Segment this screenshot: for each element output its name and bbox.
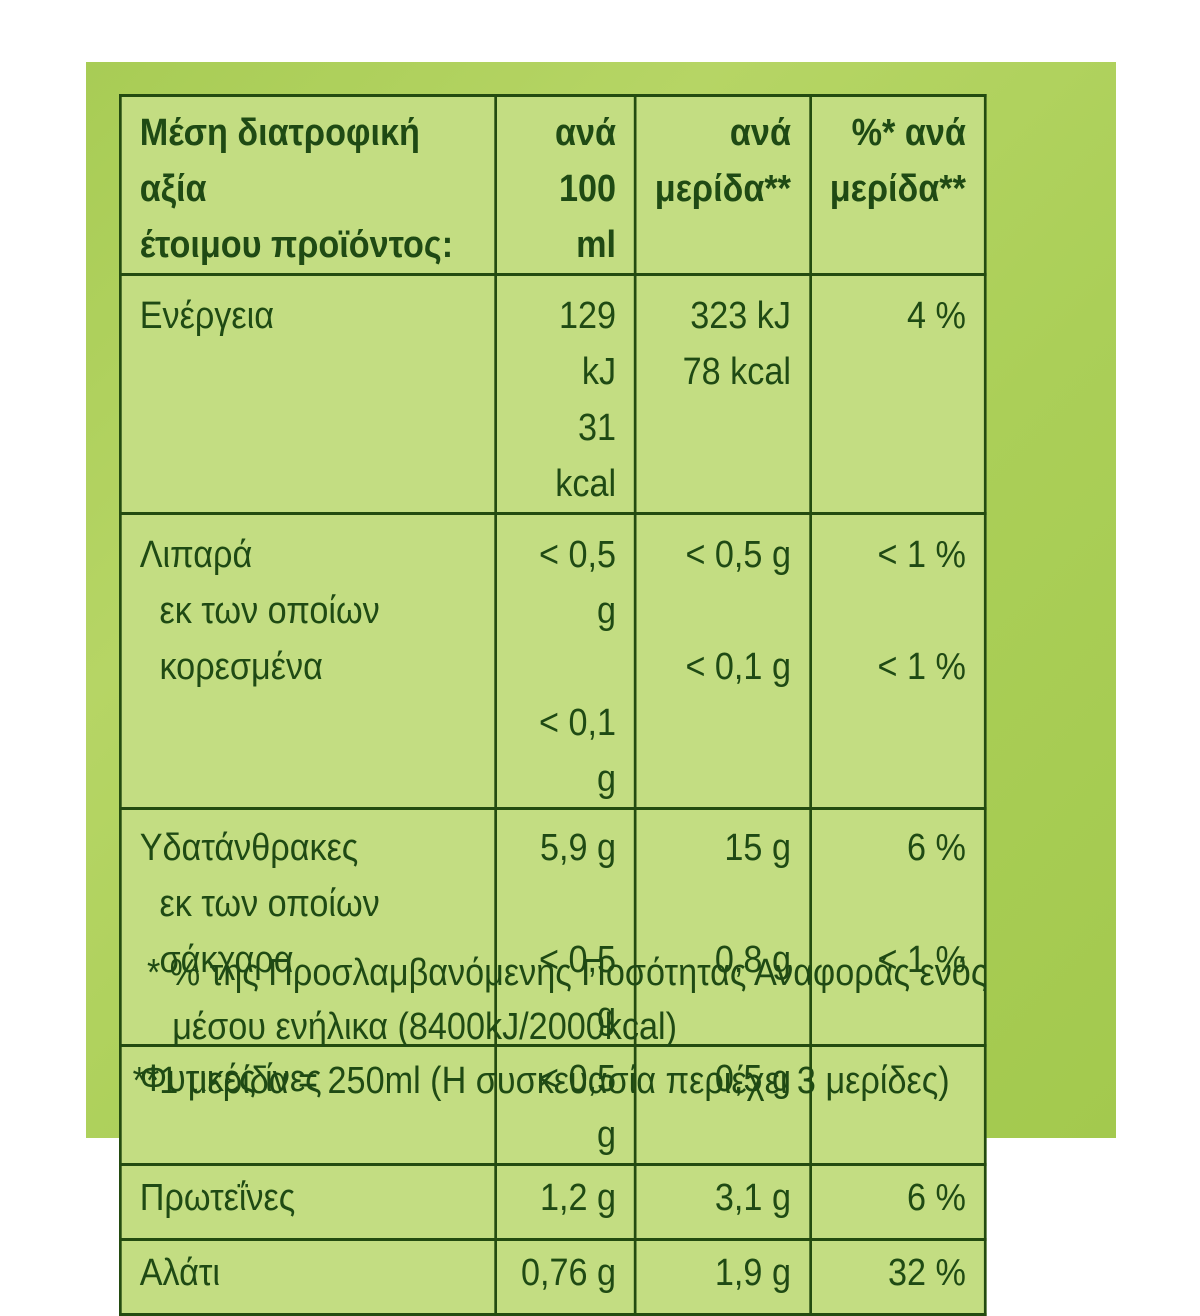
table-row-fat: Λιπαρά εκ των οποίων κορεσμένα < 0,5 g <…	[118, 512, 987, 810]
energy-serving-kcal: 78 kcal	[682, 351, 791, 393]
header-per-100ml: ανά 100 ml	[494, 94, 637, 276]
saturates-ri: < 1 %	[877, 646, 966, 688]
energy-per100-kj: 129 kJ	[559, 295, 617, 393]
energy-label: Ενέργεια	[118, 273, 498, 515]
table-row-fiber: Φυτικές ίνες < 0,5 g 0,5 g	[118, 1044, 987, 1166]
footnote-ri-cont: μέσου ενήλικα (8400kJ/2000kcal)	[172, 1006, 677, 1048]
saturates-per100: < 0,1 g	[539, 702, 617, 800]
header-col3-line2: μερίδα**	[829, 168, 966, 210]
sugars-serving: 0,8 g	[714, 939, 791, 981]
header-col3-line1: %* ανά	[851, 112, 966, 154]
header-label-line1: Μέση διατροφική αξία	[139, 112, 420, 210]
carbs-ri: 6 %	[906, 827, 966, 869]
table-row-energy: Ενέργεια 129 kJ 31 kcal 323 kJ 78 kcal 4…	[118, 273, 987, 515]
footnotes: * % της Προσλαμβανόμενης Ποσότητας Αναφο…	[120, 946, 1011, 1108]
energy-per100: 129 kJ 31 kcal	[494, 273, 637, 515]
salt-label: Αλάτι	[118, 1238, 498, 1316]
energy-ri: 4 %	[808, 273, 987, 515]
sugars-label-line1: εκ των οποίων	[159, 883, 380, 925]
protein-serving: 3,1 g	[634, 1163, 812, 1241]
carbs-label-cell: Υδατάνθρακες εκ των οποίων σάκχαρα	[118, 807, 498, 1047]
fiber-per100: < 0,5 g	[494, 1044, 637, 1166]
header-col1-line1: ανά	[554, 112, 617, 154]
sugars-per100: < 0,5 g	[539, 939, 617, 1037]
fat-serving-cell: < 0,5 g < 0,1 g	[634, 512, 812, 810]
fat-serving: < 0,5 g	[685, 534, 791, 576]
table-row-carbohydrates: Υδατάνθρακες εκ των οποίων σάκχαρα 5,9 g…	[118, 807, 987, 1047]
protein-ri: 6 %	[808, 1163, 987, 1241]
header-col2-line1: ανά	[729, 112, 791, 154]
carbs-ri-cell: 6 % < 1 %	[808, 807, 987, 1047]
fat-per100-cell: < 0,5 g < 0,1 g	[494, 512, 637, 810]
footnote-serving: **1 μερίδα = 250ml (Η συσκευασία περιέχε…	[132, 1060, 950, 1102]
header-col2-line2: μερίδα**	[654, 168, 791, 210]
fat-label: Λιπαρά	[139, 534, 253, 576]
carbs-label: Υδατάνθρακες	[139, 827, 359, 869]
header-label-line2: έτοιμου προϊόντος:	[139, 224, 454, 266]
fat-ri-cell: < 1 % < 1 %	[808, 512, 987, 810]
header-row: Μέση διατροφική αξία έτοιμου προϊόντος: …	[118, 94, 987, 276]
fat-label-cell: Λιπαρά εκ των οποίων κορεσμένα	[118, 512, 498, 810]
fiber-ri	[808, 1044, 987, 1166]
table-row-salt: Αλάτι 0,76 g 1,9 g 32 %	[118, 1238, 987, 1316]
fiber-serving: 0,5 g	[634, 1044, 812, 1166]
sugars-label-line2: σάκχαρα	[159, 939, 294, 981]
protein-label: Πρωτεΐνες	[118, 1163, 498, 1241]
salt-serving: 1,9 g	[634, 1238, 812, 1316]
salt-per100: 0,76 g	[494, 1238, 637, 1316]
header-label: Μέση διατροφική αξία έτοιμου προϊόντος:	[118, 94, 498, 276]
fat-ri: < 1 %	[877, 534, 966, 576]
carbs-per100: 5,9 g	[539, 827, 617, 869]
nutrition-table: Μέση διατροφική αξία έτοιμου προϊόντος: …	[118, 94, 987, 1316]
energy-serving: 323 kJ 78 kcal	[634, 273, 812, 515]
sugars-ri: < 1 %	[877, 939, 966, 981]
header-col1-line2: 100 ml	[559, 168, 617, 266]
footnote-ri: * % της Προσλαμβανόμενης Ποσότητας Αναφο…	[147, 952, 988, 994]
salt-ri: 32 %	[808, 1238, 987, 1316]
saturates-label-line1: εκ των οποίων	[159, 590, 380, 632]
fat-per100: < 0,5 g	[539, 534, 617, 632]
carbs-serving: 15 g	[724, 827, 791, 869]
saturates-label-line2: κορεσμένα	[159, 646, 323, 688]
saturates-serving: < 0,1 g	[685, 646, 791, 688]
carbs-serving-cell: 15 g 0,8 g	[634, 807, 812, 1047]
table-row-protein: Πρωτεΐνες 1,2 g 3,1 g 6 %	[118, 1163, 987, 1241]
carbs-per100-cell: 5,9 g < 0,5 g	[494, 807, 637, 1047]
protein-per100: 1,2 g	[494, 1163, 637, 1241]
header-per-serving: ανά μερίδα**	[634, 94, 812, 276]
fiber-label: Φυτικές ίνες	[118, 1044, 498, 1166]
header-ri-per-serving: %* ανά μερίδα**	[808, 94, 987, 276]
energy-serving-kj: 323 kJ	[690, 295, 791, 337]
energy-per100-kcal: 31 kcal	[555, 407, 617, 505]
